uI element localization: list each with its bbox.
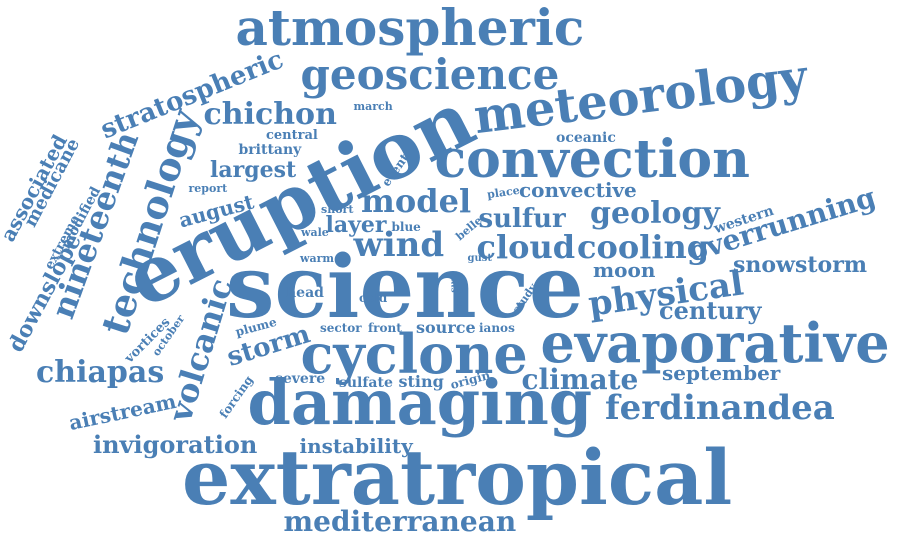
word-cooling: cooling — [577, 228, 710, 266]
word-source: source — [416, 318, 476, 337]
word-geology: geology — [590, 196, 720, 231]
word-front: front — [368, 321, 402, 335]
word-cold: cold — [359, 291, 388, 305]
word-report: report — [188, 181, 228, 195]
word-cloud: cloud — [476, 228, 576, 266]
word-atmospheric: atmospheric — [235, 0, 585, 57]
word-ferdinandea: ferdinandea — [605, 388, 835, 428]
word-head: head — [286, 285, 324, 301]
word-central: central — [266, 127, 318, 143]
word-sting: sting — [398, 372, 444, 391]
word-brittany: brittany — [238, 142, 302, 158]
word-warm: warm — [300, 251, 335, 265]
word-moon: moon — [593, 258, 656, 282]
word-ianos: ianos — [479, 321, 515, 335]
word-layer: layer — [325, 212, 387, 238]
word-severe: severe — [275, 371, 326, 387]
word-invigoration: invigoration — [93, 430, 258, 459]
word-march: march — [353, 99, 393, 113]
word-place: place — [485, 183, 520, 201]
word-geoscience: geoscience — [300, 50, 560, 99]
word-century: century — [659, 296, 762, 325]
word-convective: convective — [519, 178, 637, 202]
word-sulfate: sulfate — [339, 375, 393, 391]
word-sulfur: sulfur — [478, 204, 566, 234]
word-chiapas: chiapas — [36, 355, 165, 390]
word-damaging: damaging — [247, 366, 593, 439]
word-model: model — [361, 182, 472, 220]
word-wind: wind — [353, 225, 445, 265]
word-short: short — [321, 202, 354, 216]
word-miso: miso — [453, 281, 465, 309]
word-wale: wale — [301, 225, 329, 239]
word-blue: blue — [391, 220, 421, 234]
word-evaporative: evaporative — [540, 311, 890, 375]
word-oceanic: oceanic — [556, 130, 616, 146]
word-instability: instability — [299, 434, 413, 458]
word-climate: climate — [521, 363, 639, 396]
word-largest: largest — [210, 157, 297, 183]
word-september: september — [662, 361, 781, 385]
word-cyclone: cyclone — [300, 322, 528, 386]
word-mediterranean: mediterranean — [283, 505, 517, 537]
word-science: science — [226, 237, 584, 338]
word-convection: convection — [434, 129, 750, 190]
word-sector: sector — [320, 321, 362, 335]
word-extratropical: extratropical — [182, 433, 733, 522]
word-gust: gust — [467, 253, 493, 264]
word-airstream: airstream — [66, 388, 178, 436]
word-snowstorm: snowstorm — [733, 252, 868, 278]
word-chichon: chichon — [203, 97, 337, 132]
